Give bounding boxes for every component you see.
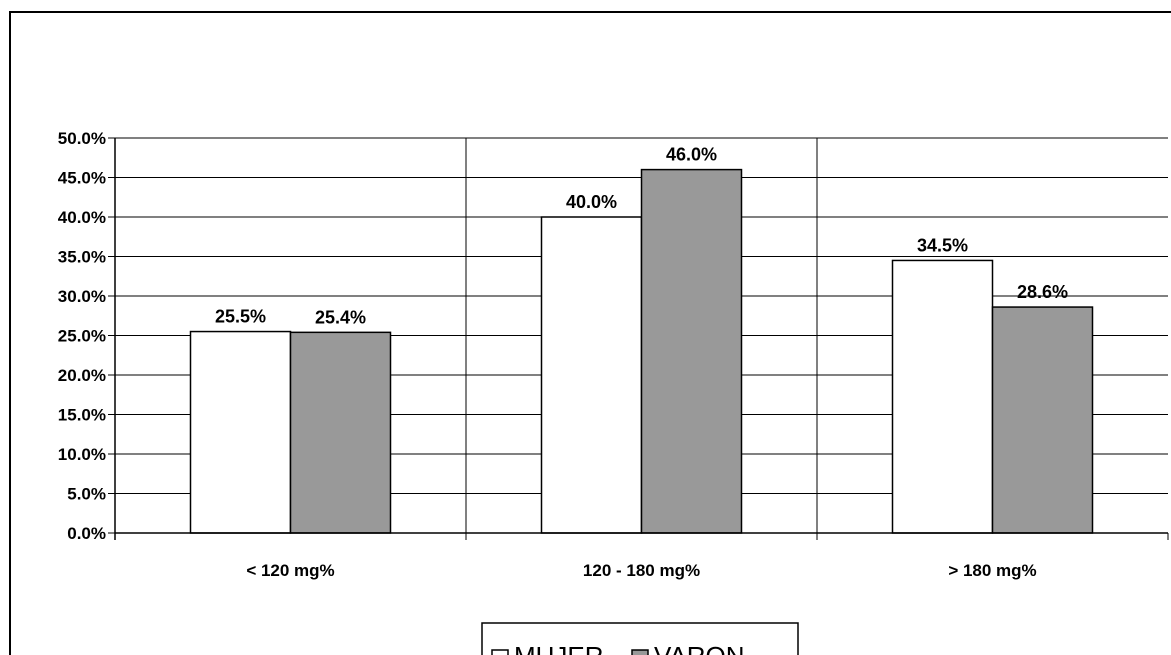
legend: MUJER VARON (481, 622, 799, 655)
y-tick-label: 35.0% (58, 248, 106, 267)
data-label-varon: 46.0% (666, 145, 717, 165)
x-category-label: < 120 mg% (246, 561, 334, 580)
data-label-varon: 25.4% (315, 307, 366, 327)
data-label-mujer: 34.5% (917, 235, 968, 255)
bar-mujer (891, 259, 994, 534)
bar-varon (289, 331, 392, 534)
y-tick-label: 5.0% (67, 485, 106, 504)
data-label-mujer: 25.5% (215, 307, 266, 327)
bar-mujer (540, 216, 643, 534)
data-label-mujer: 40.0% (566, 192, 617, 212)
y-tick-label: 40.0% (58, 208, 106, 227)
y-tick-label: 0.0% (67, 524, 106, 543)
legend-label-mujer: MUJER (514, 641, 604, 655)
data-label-varon: 28.6% (1017, 282, 1068, 302)
y-tick-label: 10.0% (58, 445, 106, 464)
y-tick-label: 20.0% (58, 366, 106, 385)
y-tick-label: 45.0% (58, 169, 106, 188)
bar-varon (991, 306, 1094, 534)
y-tick-label: 25.0% (58, 327, 106, 346)
y-tick-label: 50.0% (58, 129, 106, 148)
x-category-label: > 180 mg% (948, 561, 1036, 580)
bar-mujer (189, 330, 292, 534)
bar-varon (640, 168, 743, 534)
y-tick-label: 15.0% (58, 406, 106, 425)
y-tick-label: 30.0% (58, 287, 106, 306)
legend-label-varon: VARON (654, 641, 745, 655)
x-category-label: 120 - 180 mg% (583, 561, 700, 580)
legend-swatch-varon (631, 649, 649, 655)
legend-swatch-mujer (491, 649, 509, 655)
